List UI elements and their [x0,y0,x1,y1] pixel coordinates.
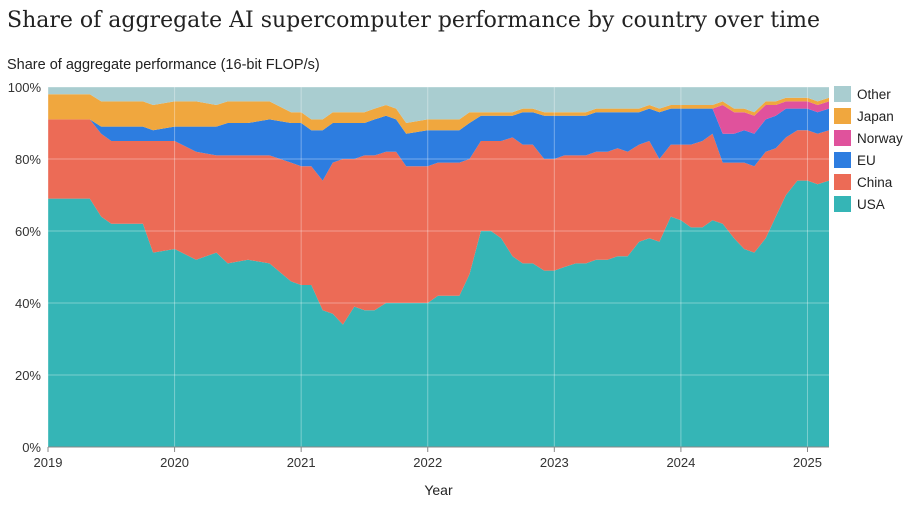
x-tick-label: 2022 [413,455,442,470]
area-china [48,119,829,325]
area-norway [48,101,829,134]
area-japan [48,94,829,134]
y-tick-label: 100% [8,80,42,95]
area-other [48,87,829,123]
legend-label-norway: Norway [857,131,903,146]
chart-title: Share of aggregate AI supercomputer perf… [7,8,820,33]
legend-label-other: Other [857,87,891,102]
y-axis-title: Share of aggregate performance (16-bit F… [7,57,320,73]
x-axis-ticks: 2019 2020 2021 2022 2023 2024 2025 [34,446,829,470]
legend-label-japan: Japan [857,109,894,124]
legend-swatch-other [834,86,851,102]
legend-swatch-china [834,174,851,190]
x-axis-title: Year [424,482,453,498]
x-tick-label: 2020 [160,455,189,470]
area-layers [48,87,829,447]
x-tick-label: 2024 [666,455,695,470]
y-axis-ticks: 0% 20% 40% 60% 80% 100% [8,80,42,455]
legend-label-usa: USA [857,197,885,212]
area-eu [48,108,829,181]
legend-swatch-eu [834,152,851,168]
legend-swatch-norway [834,130,851,146]
x-tick-label: 2021 [287,455,316,470]
area-usa [48,180,829,447]
legend-swatch-usa [834,196,851,212]
legend: Other Japan Norway EU China USA [834,86,903,212]
y-tick-label: 80% [15,152,41,167]
y-tick-label: 20% [15,368,41,383]
legend-label-china: China [857,175,893,190]
x-tick-label: 2019 [34,455,63,470]
x-tick-label: 2023 [540,455,569,470]
y-tick-label: 40% [15,296,41,311]
legend-swatch-japan [834,108,851,124]
y-tick-label: 60% [15,224,41,239]
x-tick-label: 2025 [793,455,822,470]
y-tick-label: 0% [22,440,41,455]
legend-label-eu: EU [857,153,876,168]
